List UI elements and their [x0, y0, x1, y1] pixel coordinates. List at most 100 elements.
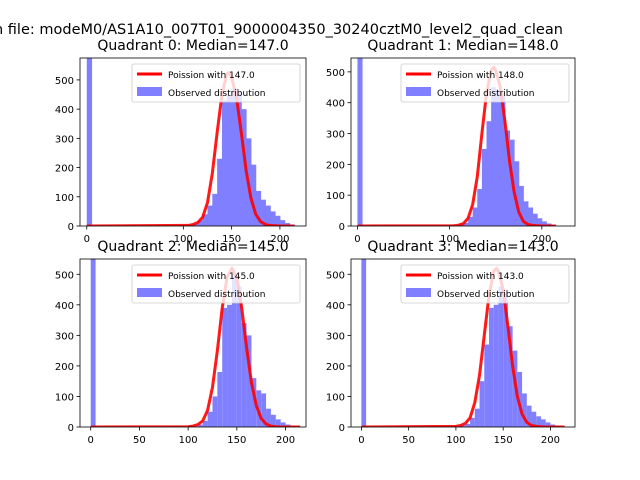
hist-bar [280, 422, 286, 427]
hist-bar [86, 58, 93, 226]
hist-bar [481, 148, 487, 226]
y-tick-label: 500 [55, 270, 74, 281]
axes-frame [350, 57, 576, 227]
y-tick-label: 400 [55, 105, 74, 116]
hist-bar [493, 304, 499, 427]
hist-bar [221, 100, 228, 226]
hist-bar [488, 307, 494, 427]
axes-frame [79, 57, 307, 227]
y-tick-label: 400 [326, 301, 345, 312]
hist-bar [270, 414, 276, 427]
hist-bar [486, 121, 492, 226]
hist-bar [197, 220, 204, 226]
y-tick-label: 500 [326, 68, 345, 79]
panel-quadrant-2: 0 100 200 300 400 500 0 50 100 150 200 Quadrant 2: … [55, 239, 307, 446]
hist-bar [500, 93, 506, 226]
hist-bar [470, 417, 475, 427]
x-tick-label: 200 [532, 234, 551, 245]
y-tick-label: 100 [55, 193, 74, 204]
x-tick-label: 0 [84, 234, 90, 245]
hist-bar [226, 94, 233, 226]
hist-bar [255, 190, 262, 226]
hist-bar [236, 286, 242, 427]
hist-bar [540, 419, 546, 427]
hist-bar [279, 220, 286, 226]
legend-hist-label: Observed distribution [437, 89, 534, 99]
hist-bar [477, 189, 483, 226]
hist-bar [463, 222, 469, 226]
hist-bar [474, 408, 480, 427]
hist-bar [261, 393, 267, 427]
hist-bar [518, 185, 524, 226]
hist-bar [523, 201, 529, 226]
legend-box [131, 264, 301, 304]
panel-quadrant-3: 0 100 200 300 400 500 0 50 100 150 200 Quadrant 3: … [326, 239, 576, 446]
hist-bar [241, 109, 247, 226]
hist-bar [479, 381, 485, 427]
y-tick-label: 200 [326, 362, 345, 373]
hist-bar [531, 411, 537, 427]
hist-bar [491, 87, 497, 226]
panel-title: Quadrant 1: Median=148.0 [367, 38, 558, 54]
hist-bar [231, 88, 237, 226]
y-tick-label: 500 [55, 76, 74, 87]
legend: Poission with 145.0 Observed distribution [131, 264, 301, 304]
figure-title: n file: modeM0/AS1A10_007T01_9000004350_… [0, 22, 563, 38]
y-tick-label: 300 [326, 130, 345, 141]
x-tick-label: 150 [222, 234, 241, 245]
hist-bar [207, 411, 213, 427]
legend-line-label: Poission with 148.0 [437, 71, 524, 81]
y-tick-label: 0 [339, 423, 345, 434]
hist-bar [250, 164, 257, 226]
hist-bar [514, 161, 520, 226]
hist-bar [197, 424, 203, 427]
x-tick-label: 200 [270, 234, 289, 245]
y-tick-label: 0 [339, 222, 345, 233]
y-tick-label: 0 [68, 423, 74, 434]
hist-bar [236, 91, 242, 226]
hist-bar [265, 205, 271, 226]
hist-bar [460, 425, 466, 427]
hist-bar [270, 211, 276, 226]
y-tick-label: 400 [326, 99, 345, 110]
y-tick-label: 300 [326, 331, 345, 342]
legend: Poission with 147.0 Observed distribution [131, 63, 301, 103]
hist-bar [227, 304, 232, 427]
plot-area [90, 259, 301, 427]
hist-bar [498, 286, 504, 427]
hist-bar [251, 378, 257, 427]
panel-title: Quadrant 0: Median=147.0 [97, 38, 288, 54]
y-tick-label: 100 [326, 392, 345, 403]
hist-bar [357, 58, 363, 226]
legend: Poission with 148.0 Observed distribution [400, 63, 570, 103]
hist-bar [241, 323, 247, 427]
legend-hist-label: Observed distribution [168, 290, 265, 300]
hist-bar [202, 214, 208, 226]
y-tick-label: 100 [55, 392, 74, 403]
legend-hist-label: Observed distribution [437, 290, 534, 300]
panel-title: Quadrant 3: Median=143.0 [367, 239, 558, 255]
legend-hist-swatch [137, 288, 162, 297]
x-tick-label: 200 [541, 435, 560, 446]
panel-quadrant-0: 0 100 200 300 400 500 0 100 150 200 Quadrant 0: Me… [55, 38, 307, 245]
legend-line-label: Poission with 147.0 [168, 71, 255, 81]
hist-bar [536, 416, 541, 427]
plot-area [357, 58, 557, 226]
x-tick-label: 100 [174, 234, 193, 245]
hist-bar [222, 307, 228, 427]
hist-bar [90, 259, 96, 427]
x-tick-label: 150 [494, 435, 513, 446]
legend-box [400, 63, 570, 103]
x-tick-label: 200 [276, 435, 295, 446]
hist-bar [468, 216, 474, 226]
y-tick-label: 300 [55, 134, 74, 145]
panel-title: Quadrant 2: Median=145.0 [97, 239, 288, 255]
legend-box [131, 63, 301, 103]
hist-bar [465, 423, 471, 427]
panels: 0 100 200 300 400 500 0 100 150 200 Quadrant 0: Me… [55, 38, 576, 446]
hist-bar [212, 193, 218, 226]
hist-bar [275, 215, 281, 226]
legend: Poission with 143.0 Observed distribution [400, 264, 570, 304]
hist-bar [545, 422, 551, 427]
